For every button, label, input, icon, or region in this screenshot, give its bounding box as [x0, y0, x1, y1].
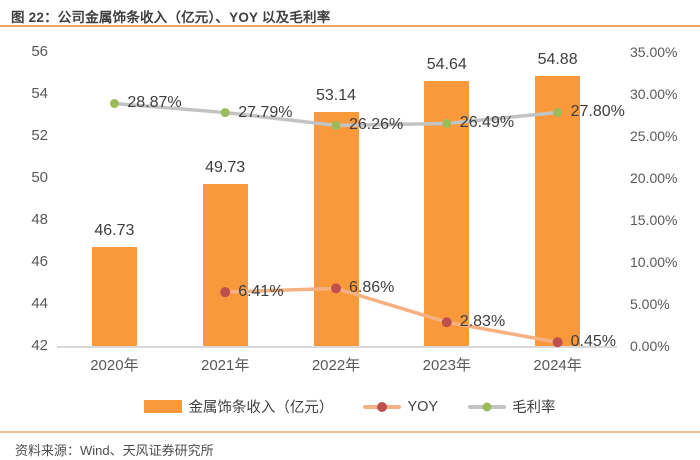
bar-value-label: 54.64: [426, 55, 467, 73]
left-axis-tick-label: 56: [31, 43, 48, 60]
left-axis-tick-label: 48: [31, 211, 48, 228]
yoy-marker: [441, 317, 452, 328]
bar-2020年: [91, 246, 137, 346]
legend-item-yoy: YOY: [363, 399, 438, 415]
--value-label: 27.79%: [238, 103, 293, 121]
legend-label: 金属饰条收入（亿元）: [188, 400, 334, 416]
legend-label: YOY: [407, 398, 439, 415]
left-axis-tick-label: 44: [31, 295, 48, 312]
bar-2022年: [313, 112, 359, 346]
chart-legend: 金属饰条收入（亿元） YOY 毛利率: [0, 396, 700, 417]
legend-item--: 毛利率: [468, 396, 556, 417]
x-axis-label: 2024年: [533, 357, 582, 374]
source-note: 资料来源：Wind、天风证券研究所: [15, 443, 214, 458]
--value-label: 28.87%: [127, 94, 182, 112]
x-axis-label: 2021年: [201, 357, 250, 374]
right-axis-tick-label: 20.00%: [630, 170, 678, 186]
--marker: [553, 107, 563, 117]
yoy-marker: [552, 337, 563, 348]
bar-value-label: 46.73: [94, 221, 135, 239]
right-axis-tick-label: 15.00%: [630, 212, 678, 228]
bar-2024年: [535, 75, 581, 346]
x-axis-line: [57, 346, 617, 348]
yoy-value-label: 6.86%: [349, 279, 395, 297]
yoy-value-label: 6.41%: [238, 283, 284, 301]
right-axis-tick-label: 10.00%: [630, 254, 678, 270]
--marker: [109, 98, 119, 108]
legend-line-swatch-icon: [468, 401, 507, 413]
figure-header: 图 22：公司金属饰条收入（亿元）、YOY 以及毛利率: [0, 0, 700, 27]
left-axis-tick-label: 42: [31, 337, 48, 354]
legend-label: 毛利率: [512, 400, 556, 416]
x-axis-label: 2023年: [422, 357, 471, 374]
figure-footer: 资料来源：Wind、天风证券研究所: [0, 431, 700, 460]
--value-label: 26.49%: [459, 114, 515, 132]
legend-item--: 金属饰条收入（亿元）: [144, 396, 333, 417]
legend-marker-dot-icon: [482, 402, 492, 411]
right-axis-tick-label: 5.00%: [630, 296, 670, 312]
bar-value-label: 54.88: [537, 50, 578, 68]
legend-marker-dot-icon: [377, 401, 388, 412]
left-axis-tick-label: 54: [31, 85, 48, 102]
right-axis-tick-label: 0.00%: [630, 338, 670, 354]
yoy-line: [225, 286, 558, 344]
--marker: [442, 118, 452, 128]
bar-2021年: [202, 183, 248, 346]
x-axis-label: 2020年: [90, 357, 139, 374]
x-axis-label: 2022年: [311, 357, 361, 374]
bar-value-label: 49.73: [205, 158, 246, 176]
left-axis-tick-label: 46: [31, 253, 48, 270]
left-axis-tick-label: 52: [31, 127, 48, 144]
--value-label: 26.26%: [349, 116, 404, 134]
legend-line-swatch-icon: [363, 401, 402, 413]
bar-value-label: 53.14: [315, 87, 357, 105]
figure-title: 图 22：公司金属饰条收入（亿元）、YOY 以及毛利率: [11, 10, 331, 25]
--marker: [331, 120, 341, 130]
right-axis-tick-label: 30.00%: [630, 86, 678, 102]
yoy-marker: [220, 287, 231, 298]
yoy-value-label: 0.45%: [570, 333, 616, 351]
legend-bar-swatch-icon: [144, 400, 183, 413]
right-axis-tick-label: 35.00%: [630, 44, 678, 60]
left-axis-tick-label: 50: [31, 169, 48, 186]
--value-label: 27.80%: [570, 103, 625, 121]
right-axis-tick-label: 25.00%: [630, 128, 678, 144]
yoy-value-label: 2.83%: [459, 313, 506, 331]
--marker: [220, 108, 230, 118]
yoy-marker: [331, 283, 341, 294]
